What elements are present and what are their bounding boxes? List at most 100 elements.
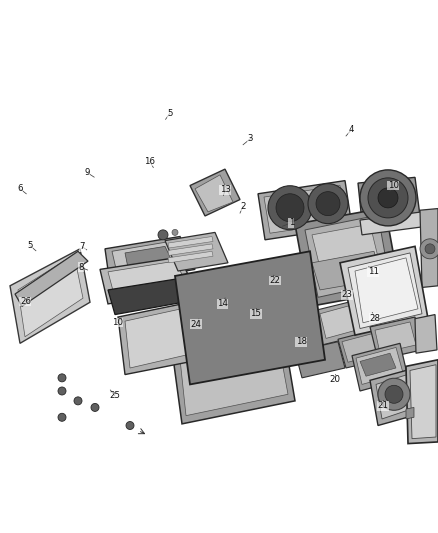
Text: 1: 1 xyxy=(289,218,294,227)
Text: 23: 23 xyxy=(341,290,353,300)
Polygon shape xyxy=(125,246,172,268)
Text: 5: 5 xyxy=(167,109,173,118)
Text: 13: 13 xyxy=(219,185,231,195)
Polygon shape xyxy=(375,322,416,353)
Polygon shape xyxy=(168,237,213,248)
Text: 5: 5 xyxy=(27,241,32,250)
Polygon shape xyxy=(168,251,213,263)
Polygon shape xyxy=(185,256,316,320)
Text: 14: 14 xyxy=(217,299,228,308)
Polygon shape xyxy=(410,365,436,439)
Polygon shape xyxy=(210,330,275,372)
Text: 25: 25 xyxy=(109,391,120,400)
Polygon shape xyxy=(108,261,188,298)
Text: 9: 9 xyxy=(84,168,89,177)
Polygon shape xyxy=(10,249,90,343)
Polygon shape xyxy=(315,301,362,345)
Text: 8: 8 xyxy=(78,263,84,272)
Polygon shape xyxy=(320,305,356,338)
Polygon shape xyxy=(358,177,420,222)
Circle shape xyxy=(58,413,66,421)
Polygon shape xyxy=(420,208,438,287)
Text: 18: 18 xyxy=(296,337,307,346)
Text: 16: 16 xyxy=(144,157,155,166)
Text: 20: 20 xyxy=(329,375,341,384)
Polygon shape xyxy=(415,314,437,353)
Text: 15: 15 xyxy=(250,309,261,318)
Circle shape xyxy=(91,403,99,411)
Circle shape xyxy=(420,239,438,259)
Polygon shape xyxy=(295,208,400,306)
Polygon shape xyxy=(360,353,396,376)
Polygon shape xyxy=(355,258,418,323)
Polygon shape xyxy=(112,240,188,278)
Polygon shape xyxy=(193,284,306,309)
Polygon shape xyxy=(312,224,378,268)
Circle shape xyxy=(368,178,408,218)
Polygon shape xyxy=(175,251,325,384)
Polygon shape xyxy=(356,348,403,384)
Polygon shape xyxy=(312,251,382,290)
Circle shape xyxy=(276,193,304,222)
Circle shape xyxy=(308,184,348,224)
Polygon shape xyxy=(338,328,388,368)
Polygon shape xyxy=(108,278,192,314)
Text: 4: 4 xyxy=(349,125,354,134)
Polygon shape xyxy=(165,232,228,271)
Circle shape xyxy=(172,229,178,236)
Circle shape xyxy=(385,385,403,403)
Polygon shape xyxy=(190,169,240,216)
Polygon shape xyxy=(258,181,352,240)
Polygon shape xyxy=(406,407,414,419)
Text: 10: 10 xyxy=(112,318,123,327)
Polygon shape xyxy=(360,212,424,235)
Text: 26: 26 xyxy=(20,297,31,306)
Polygon shape xyxy=(15,251,88,306)
Polygon shape xyxy=(170,312,295,424)
Polygon shape xyxy=(100,257,195,304)
Text: 28: 28 xyxy=(369,314,380,322)
Polygon shape xyxy=(406,360,438,443)
Circle shape xyxy=(378,378,410,410)
Polygon shape xyxy=(348,253,422,328)
Circle shape xyxy=(268,185,312,230)
Polygon shape xyxy=(370,368,422,425)
Polygon shape xyxy=(295,342,345,378)
Circle shape xyxy=(158,230,168,240)
Polygon shape xyxy=(125,308,194,368)
Polygon shape xyxy=(195,323,322,378)
Polygon shape xyxy=(195,175,233,212)
Polygon shape xyxy=(193,296,306,320)
Text: 10: 10 xyxy=(388,181,399,190)
Polygon shape xyxy=(370,317,422,360)
Text: 2: 2 xyxy=(240,201,246,211)
Polygon shape xyxy=(193,302,306,326)
Polygon shape xyxy=(352,343,408,391)
Polygon shape xyxy=(342,333,382,362)
Circle shape xyxy=(316,192,340,216)
Text: 7: 7 xyxy=(80,243,85,251)
Polygon shape xyxy=(168,244,213,255)
Polygon shape xyxy=(264,185,346,233)
Circle shape xyxy=(126,422,134,430)
Text: 3: 3 xyxy=(248,134,253,143)
Text: 11: 11 xyxy=(367,267,379,276)
Polygon shape xyxy=(105,237,195,284)
Circle shape xyxy=(360,170,416,226)
Polygon shape xyxy=(340,246,428,335)
Text: 6: 6 xyxy=(17,184,22,193)
Circle shape xyxy=(74,397,82,405)
Polygon shape xyxy=(118,302,200,375)
Text: 21: 21 xyxy=(378,401,389,410)
Circle shape xyxy=(378,188,398,208)
Polygon shape xyxy=(305,215,390,297)
Polygon shape xyxy=(18,255,83,337)
Circle shape xyxy=(58,387,66,395)
Polygon shape xyxy=(193,290,306,314)
Text: 24: 24 xyxy=(191,320,202,329)
Circle shape xyxy=(425,244,435,254)
Polygon shape xyxy=(376,374,416,419)
Polygon shape xyxy=(178,319,288,416)
Polygon shape xyxy=(190,278,318,345)
Circle shape xyxy=(58,374,66,382)
